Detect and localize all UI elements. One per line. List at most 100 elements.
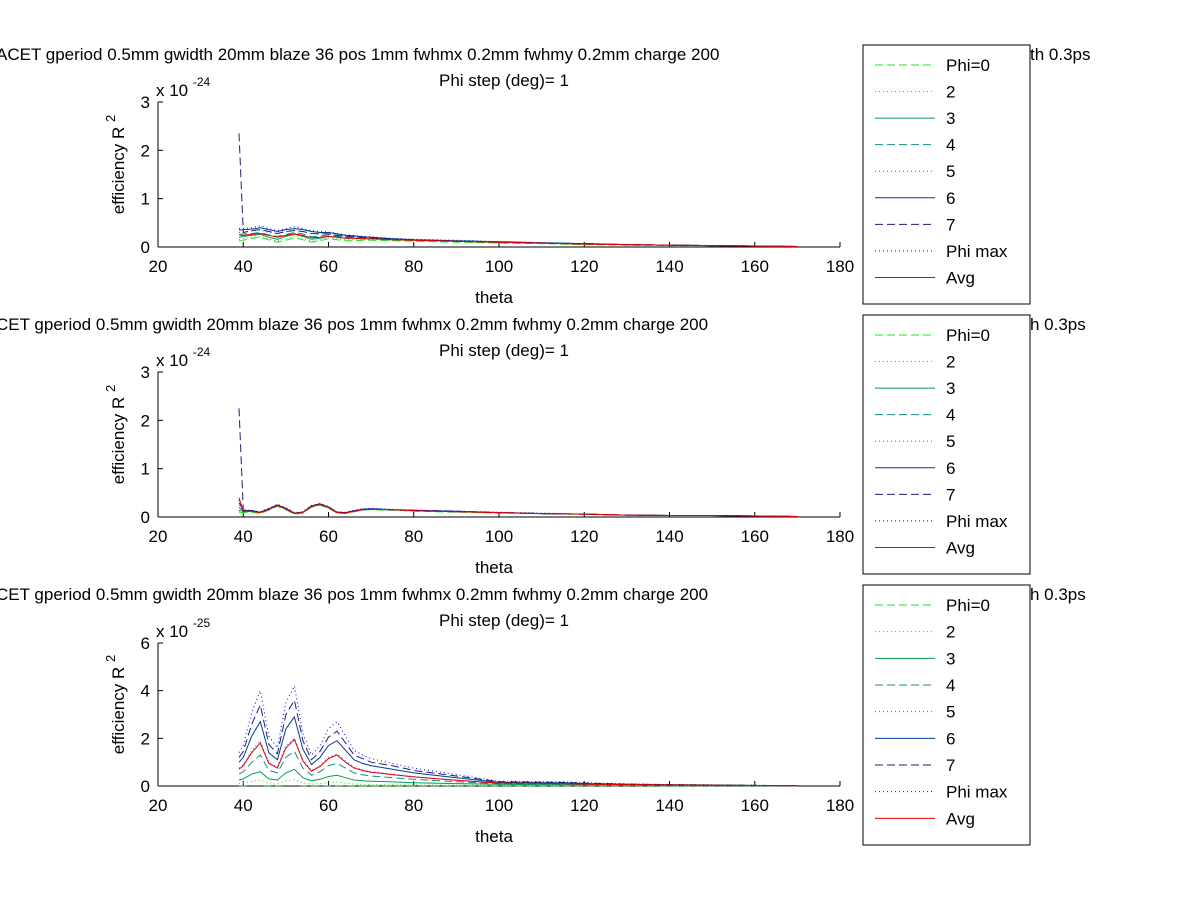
legend-label: 7 (946, 756, 955, 775)
y-tick-label: 1 (141, 190, 150, 209)
legend-label: 2 (946, 83, 955, 102)
series-line-1 (238, 504, 798, 517)
x-tick-label: 160 (741, 257, 769, 276)
legend-label: 3 (946, 379, 955, 398)
series-line-1 (238, 236, 798, 247)
y-axis-label: efficiency R 2 (103, 385, 128, 485)
x-tick-label: 160 (741, 796, 769, 815)
series-line-9 (238, 738, 798, 787)
chart-title-tail: h 0.3ps (1030, 585, 1086, 604)
y-tick-label: 6 (141, 634, 150, 653)
series-line-7 (238, 408, 798, 517)
legend-label: 2 (946, 353, 955, 372)
y-exponent-power: -24 (193, 75, 211, 89)
series-line-7 (238, 698, 798, 787)
chart-subtitle: Phi step (deg)= 1 (439, 341, 569, 360)
x-tick-label: 60 (319, 257, 338, 276)
chart-title: ACET gperiod 0.5mm gwidth 20mm blaze 36 … (0, 45, 719, 64)
legend-label: 3 (946, 649, 955, 668)
x-tick-label: 120 (570, 257, 598, 276)
legend-label: 3 (946, 109, 955, 128)
series-group (238, 133, 798, 247)
x-tick-label: 140 (655, 257, 683, 276)
legend-3: Phi=0 2 3 4 5 6 7 Phi max Avg (862, 584, 1031, 846)
x-tick-label: 180 (826, 257, 854, 276)
x-tick-label: 100 (485, 257, 513, 276)
legend-label: 7 (946, 485, 955, 504)
y-tick-label: 3 (141, 93, 150, 112)
series-line-3 (238, 768, 798, 787)
y-tick-label: 2 (141, 141, 150, 160)
y-axis-label: efficiency R 2 (103, 655, 128, 755)
legend-label: Avg (946, 809, 975, 828)
series-line-4 (238, 750, 798, 787)
chart-subtitle: Phi step (deg)= 1 (439, 611, 569, 630)
series-line-6 (238, 715, 798, 787)
chart-panel-1: ACET gperiod 0.5mm gwidth 20mm blaze 36 … (0, 45, 1091, 307)
y-tick-label: 2 (141, 411, 150, 430)
x-tick-label: 60 (319, 527, 338, 546)
x-tick-label: 80 (404, 527, 423, 546)
legend-label: 6 (946, 729, 955, 748)
x-tick-label: 40 (234, 527, 253, 546)
x-tick-label: 180 (826, 796, 854, 815)
x-tick-label: 40 (234, 796, 253, 815)
legend-label: 5 (946, 432, 955, 451)
y-axis-label-sup: 2 (103, 385, 118, 392)
legend-label: 6 (946, 189, 955, 208)
legend-label: Phi=0 (946, 56, 990, 75)
y-tick-label: 3 (141, 363, 150, 382)
x-tick-label: 140 (655, 527, 683, 546)
legend-label: Phi=0 (946, 326, 990, 345)
x-tick-label: 20 (149, 257, 168, 276)
legend-label: 5 (946, 162, 955, 181)
chart-subtitle: Phi step (deg)= 1 (439, 71, 569, 90)
x-tick-label: 140 (655, 796, 683, 815)
series-group (238, 684, 798, 787)
legend-label: Phi=0 (946, 596, 990, 615)
legend-label: 6 (946, 459, 955, 478)
legend-label: Avg (946, 268, 975, 287)
legend-label: Phi max (946, 783, 1008, 802)
legend-label: Phi max (946, 512, 1008, 531)
legend-label: 4 (946, 676, 955, 695)
x-axis-label: theta (475, 558, 513, 577)
legend-label: 7 (946, 215, 955, 234)
x-tick-label: 80 (404, 257, 423, 276)
x-axis-label: theta (475, 288, 513, 307)
chart-title: CET gperiod 0.5mm gwidth 20mm blaze 36 p… (0, 315, 708, 334)
legend-box (862, 44, 1031, 305)
x-tick-label: 20 (149, 796, 168, 815)
x-tick-label: 40 (234, 257, 253, 276)
series-group (238, 408, 798, 517)
series-line-9 (238, 232, 798, 247)
y-tick-label: 2 (141, 729, 150, 748)
legend-label: 4 (946, 136, 955, 155)
x-tick-label: 100 (485, 796, 513, 815)
x-axis-label: theta (475, 827, 513, 846)
y-exponent: x 10 -24 (156, 75, 211, 100)
chart-title: CET gperiod 0.5mm gwidth 20mm blaze 36 p… (0, 585, 708, 604)
legend-box (862, 314, 1031, 575)
series-line-8 (238, 499, 798, 517)
series-line-2 (238, 779, 798, 787)
y-axis-label-sup: 2 (103, 115, 118, 122)
chart-title-tail: th 0.3ps (1030, 45, 1091, 64)
legend-label: 2 (946, 623, 955, 642)
series-line-7 (238, 133, 798, 247)
legend-label: 4 (946, 406, 955, 425)
legend-label: 5 (946, 703, 955, 722)
y-exponent-power: -25 (193, 616, 211, 630)
y-axis-label-sup: 2 (103, 655, 118, 662)
x-tick-label: 120 (570, 796, 598, 815)
series-line-9 (238, 497, 798, 517)
legend-box (862, 584, 1031, 846)
x-tick-label: 20 (149, 527, 168, 546)
x-tick-label: 160 (741, 527, 769, 546)
legend-label: Avg (946, 538, 975, 557)
chart-panel-3: CET gperiod 0.5mm gwidth 20mm blaze 36 p… (0, 585, 1086, 846)
legend-2: Phi=0 2 3 4 5 6 7 Phi max Avg (862, 314, 1031, 575)
series-line-4 (238, 231, 798, 247)
y-exponent-power: -24 (193, 345, 211, 359)
